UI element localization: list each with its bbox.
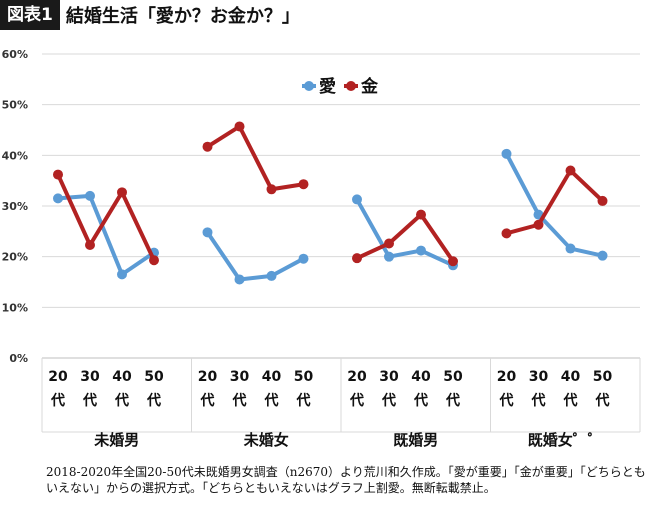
- x-tick-label: 40: [262, 369, 282, 385]
- group-label: 既婚男: [393, 431, 438, 449]
- y-tick-label: 30%: [2, 200, 28, 213]
- data-point-愛: [298, 253, 309, 264]
- x-tick-label: 20: [347, 369, 367, 385]
- data-point-愛: [352, 194, 362, 205]
- data-point-愛: [85, 190, 95, 201]
- x-tick-label-suffix: 代: [50, 392, 65, 409]
- group-label: 未婚男: [93, 431, 139, 449]
- data-point-金: [117, 187, 127, 198]
- series-line-金: [206, 124, 304, 192]
- y-tick-label: 10%: [2, 301, 28, 314]
- data-point-愛: [384, 251, 394, 262]
- y-tick-label: 0%: [9, 352, 28, 365]
- legend-label: 金: [360, 76, 379, 97]
- x-tick-label-suffix: 代: [296, 392, 311, 409]
- footnote: 2018-2020年全国20-50代未既婚男女調査（n2670）より荒川和久作成…: [46, 465, 646, 495]
- x-tick-label-suffix: 代: [563, 392, 578, 409]
- data-point-金: [266, 184, 277, 195]
- x-tick-label-suffix: 代: [445, 392, 460, 409]
- x-tick-label-suffix: 代: [381, 392, 396, 409]
- series-line-愛: [205, 231, 305, 282]
- data-point-金: [448, 256, 458, 267]
- data-point-愛: [266, 270, 277, 281]
- x-tick-label-suffix: 代: [349, 392, 364, 409]
- series-line-金: [356, 212, 455, 263]
- x-tick-label-suffix: 代: [146, 392, 161, 409]
- data-point-金: [352, 253, 362, 264]
- x-tick-label: 50: [294, 369, 314, 385]
- x-tick-label: 30: [379, 369, 399, 385]
- data-point-愛: [501, 148, 512, 159]
- data-point-愛: [234, 274, 245, 285]
- series-line-金: [56, 173, 156, 262]
- data-point-金: [298, 179, 309, 190]
- y-tick-label: 20%: [2, 251, 28, 264]
- data-point-愛: [53, 193, 63, 204]
- x-tick-label: 20: [497, 369, 517, 385]
- data-point-金: [533, 219, 544, 230]
- y-tick-label: 60%: [2, 48, 28, 61]
- x-tick-label-suffix: 代: [413, 392, 428, 409]
- x-tick-label-suffix: 代: [114, 392, 129, 409]
- x-tick-label: 40: [112, 369, 132, 385]
- x-tick-label: 40: [561, 369, 581, 385]
- data-point-愛: [597, 250, 608, 261]
- data-point-金: [565, 165, 576, 176]
- x-tick-label-suffix: 代: [82, 392, 97, 409]
- y-tick-label: 50%: [2, 99, 28, 112]
- group-label: 未婚女: [243, 431, 289, 449]
- x-tick-label: 50: [144, 369, 164, 385]
- series-line-金: [505, 168, 604, 236]
- data-point-金: [597, 195, 608, 206]
- data-point-金: [416, 209, 426, 220]
- data-point-金: [85, 240, 95, 251]
- data-point-愛: [565, 243, 576, 254]
- legend-label: 愛: [319, 76, 336, 97]
- data-point-金: [53, 169, 63, 180]
- series-line-愛: [504, 152, 603, 258]
- data-point-愛: [117, 269, 127, 280]
- data-point-愛: [202, 227, 213, 238]
- legend-swatch-marker: [346, 81, 356, 91]
- group-label: 既婚女゜゜: [528, 431, 603, 449]
- data-point-金: [501, 228, 512, 239]
- x-tick-label-suffix: 代: [232, 392, 247, 409]
- x-tick-label: 30: [80, 369, 100, 385]
- chart-title: 結婚生活「愛か？お金か？」: [65, 6, 300, 27]
- x-tick-label: 20: [48, 369, 68, 385]
- data-point-金: [202, 141, 213, 152]
- y-tick-label: 40%: [2, 149, 28, 162]
- data-point-金: [149, 255, 159, 266]
- x-tick-label-suffix: 代: [264, 392, 279, 409]
- x-tick-label-suffix: 代: [595, 392, 610, 409]
- x-tick-label-suffix: 代: [200, 392, 215, 409]
- x-tick-label: 30: [529, 369, 549, 385]
- x-tick-label: 50: [443, 369, 463, 385]
- x-tick-label: 20: [198, 369, 218, 385]
- x-tick-label: 40: [411, 369, 431, 385]
- data-point-金: [384, 238, 394, 249]
- x-tick-label: 30: [230, 369, 250, 385]
- x-tick-label-suffix: 代: [499, 392, 514, 409]
- series-line-愛: [355, 198, 454, 268]
- legend-swatch-marker: [304, 81, 314, 91]
- x-tick-label: 50: [593, 369, 613, 385]
- figure-badge: 図表1: [0, 0, 60, 30]
- data-point-金: [234, 121, 245, 132]
- x-tick-label-suffix: 代: [531, 392, 546, 409]
- chart-header: 図表1 結婚生活「愛か？お金か？」: [0, 0, 670, 30]
- series-line-愛: [57, 193, 156, 277]
- data-point-愛: [416, 245, 426, 256]
